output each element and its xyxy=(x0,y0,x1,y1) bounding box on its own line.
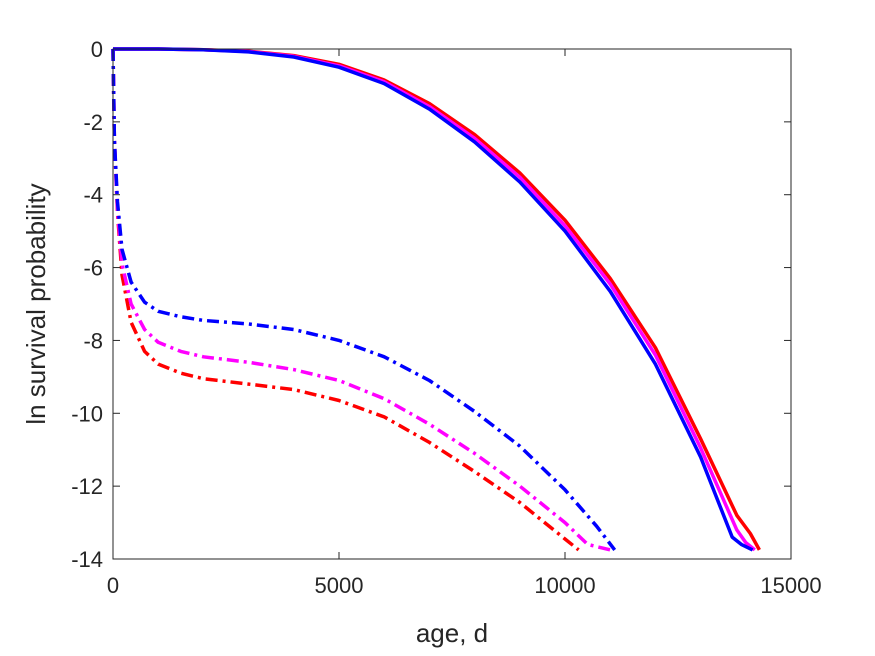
axes-box xyxy=(112,48,792,560)
x-tick-label: 0 xyxy=(107,573,119,598)
y-axis-label: ln survival probability xyxy=(21,183,51,424)
x-axis-label: age, d xyxy=(416,618,488,648)
y-tick-label: -8 xyxy=(83,328,103,353)
plot-area xyxy=(113,49,791,559)
y-tick-label: -4 xyxy=(83,183,103,208)
y-tick-label: -14 xyxy=(71,547,103,572)
series-line-6 xyxy=(111,48,617,551)
y-tick-label: -10 xyxy=(71,401,103,426)
x-tick-label: 5000 xyxy=(315,573,364,598)
ticks-layer: 0 5000 10000 15000 0 -2 -4 -6 -8 -10 -12 -14 xyxy=(71,37,821,598)
x-tick-label: 15000 xyxy=(760,573,821,598)
x-tick-label: 10000 xyxy=(534,573,595,598)
y-tick-label: 0 xyxy=(91,37,103,62)
series-line-3 xyxy=(113,47,754,552)
y-tick-label: -6 xyxy=(83,256,103,281)
y-tick-label: -2 xyxy=(83,110,103,135)
series-layer xyxy=(111,47,761,552)
y-tick-label: -12 xyxy=(71,474,103,499)
series-line-4 xyxy=(111,48,580,552)
